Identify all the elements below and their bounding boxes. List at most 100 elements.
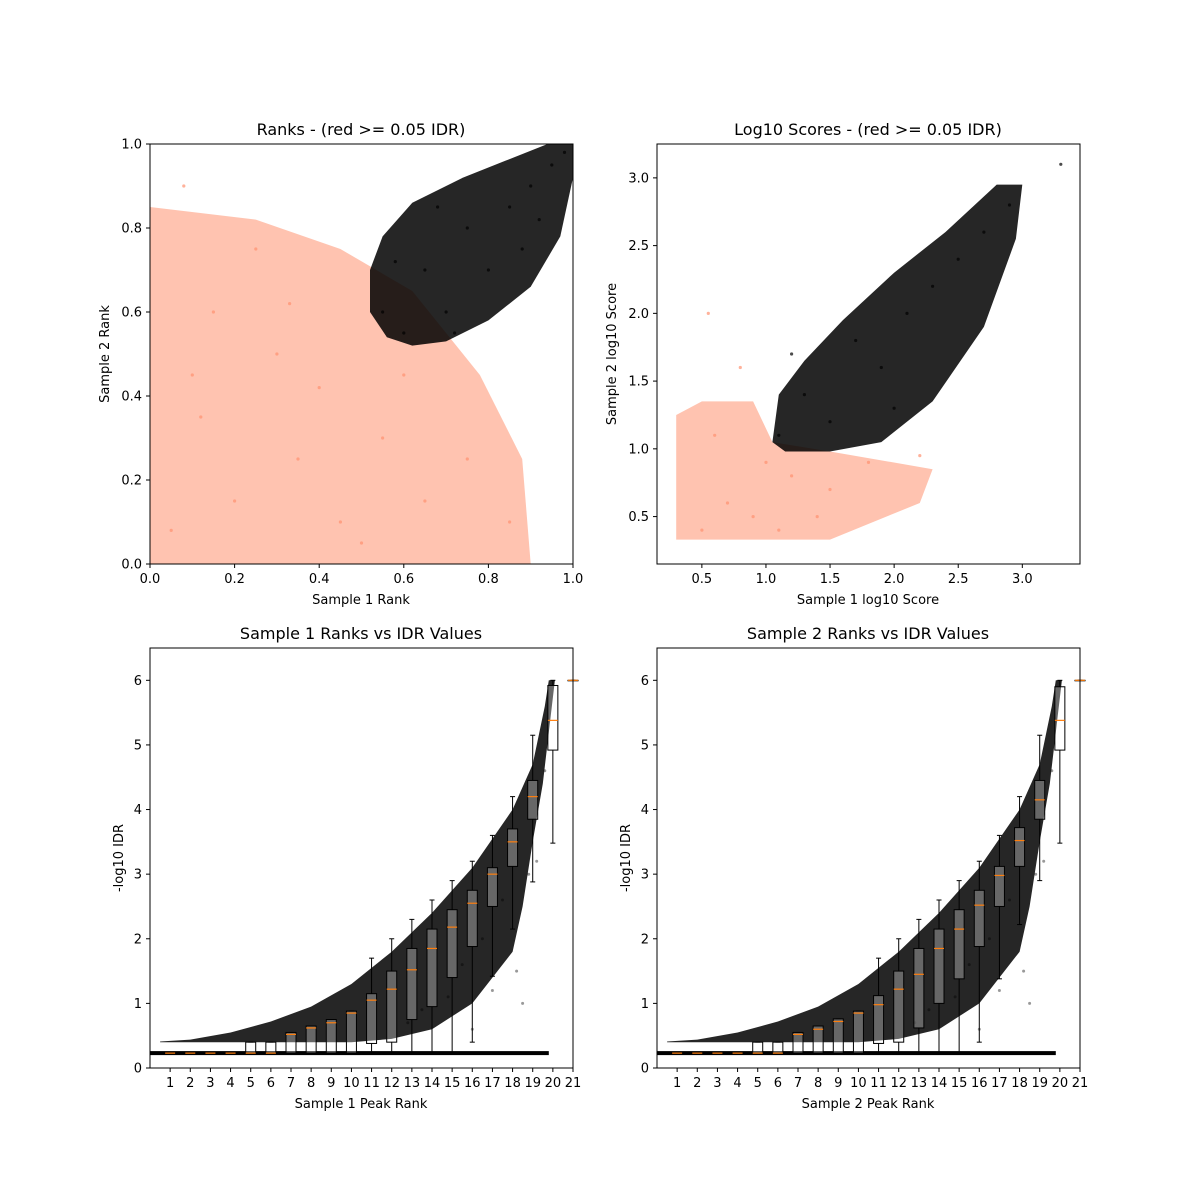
box-plot-5	[752, 1041, 764, 1054]
y-tick-label: 0	[641, 1062, 649, 1077]
box-iqr	[953, 909, 965, 980]
passing-peak-point	[520, 247, 524, 251]
box-iqr	[446, 909, 458, 979]
box-iqr	[973, 889, 985, 948]
panel-title: Ranks - (red >= 0.05 IDR)	[257, 120, 466, 139]
idr-point	[527, 872, 531, 876]
passing-peak-point	[802, 393, 807, 397]
idr-point	[501, 898, 504, 902]
x-tick-label: 0.4	[309, 572, 330, 587]
x-tick-label: 20	[545, 1076, 562, 1091]
box-iqr	[265, 1041, 277, 1054]
axes-frame	[149, 647, 574, 1069]
box-plot-6	[772, 1041, 784, 1054]
passing-peak-point	[1059, 162, 1063, 166]
idr-point	[446, 995, 450, 999]
x-tick-label: 0.0	[140, 572, 161, 587]
box-plot-1	[671, 1052, 683, 1055]
x-tick-label: 2	[693, 1076, 701, 1091]
failing-peak-point	[338, 520, 342, 524]
x-tick-label: 0.5	[692, 572, 713, 587]
x-tick-label: 1	[166, 1076, 174, 1091]
idr-point	[460, 963, 464, 967]
idr-point	[535, 859, 539, 863]
box-plot-10	[345, 1010, 357, 1054]
x-tick-label: 17	[484, 1076, 501, 1091]
failing-peak-point	[815, 515, 819, 519]
failing-peak-point	[199, 415, 203, 419]
failing-peak-point	[190, 373, 194, 377]
box-plot-10	[852, 1010, 864, 1054]
box-plot-7	[285, 1031, 297, 1054]
box-plot-13	[913, 918, 925, 1054]
plot-area	[657, 679, 1086, 1056]
box-plot-9	[832, 1018, 844, 1054]
idr-point-density	[160, 680, 555, 1043]
y-tick-label: 4	[641, 803, 649, 818]
y-tick-label: 1.0	[121, 138, 142, 153]
failing-peak-point	[402, 373, 406, 377]
x-tick-label: 12	[383, 1076, 400, 1091]
passing-peak-point	[453, 331, 457, 335]
passing-peak-point	[879, 365, 883, 370]
idr-point	[543, 769, 547, 773]
x-tick-label: 17	[991, 1076, 1008, 1091]
x-tick-label: 21	[1072, 1076, 1089, 1091]
box-plot-17	[993, 834, 1005, 980]
axes-frame	[149, 143, 574, 565]
box-iqr	[933, 928, 945, 1004]
failing-peak-point	[751, 515, 755, 519]
box-plot-17	[486, 834, 498, 977]
box-iqr	[486, 867, 498, 907]
y-tick-label: 0.4	[121, 390, 142, 405]
box-plot-19	[527, 734, 539, 883]
box-iqr	[305, 1025, 317, 1054]
passing-peak-point	[486, 268, 490, 272]
failing-peak-point	[777, 528, 781, 532]
idr-point	[927, 1008, 931, 1012]
idr-point	[1028, 1001, 1032, 1005]
failing-peak-point	[233, 499, 237, 503]
idr-point	[1042, 859, 1046, 863]
x-tick-label: 0.8	[478, 572, 499, 587]
panel-title: Log10 Scores - (red >= 0.05 IDR)	[734, 120, 1002, 139]
x-tick-label: 18	[1011, 1076, 1028, 1091]
idr-point	[490, 989, 494, 992]
passing-peak-point	[777, 433, 781, 437]
x-tick-label: 8	[307, 1076, 315, 1091]
y-tick-label: 2	[134, 932, 142, 947]
passing-peak-point	[982, 230, 986, 234]
box-plot-12	[893, 938, 905, 1054]
idr-point	[420, 1008, 424, 1012]
x-tick-label: 1.0	[756, 572, 777, 587]
box-plot-2	[184, 1052, 196, 1055]
x-tick-label: 7	[794, 1076, 802, 1091]
y-tick-label: 6	[134, 674, 142, 689]
x-axis-label: Sample 1 log10 Score	[797, 593, 939, 608]
failing-peaks-density	[676, 401, 933, 540]
passing-peak-point	[562, 150, 567, 154]
failing-peak-point	[725, 501, 730, 505]
failing-peak-point	[713, 433, 717, 437]
x-tick-label: 16	[971, 1076, 988, 1091]
y-tick-label: 5	[641, 738, 649, 753]
y-axis-label: Sample 2 log10 Score	[605, 283, 620, 425]
box-iqr	[547, 684, 559, 751]
y-axis-label: -log10 IDR	[619, 824, 634, 892]
passing-peak-point	[905, 311, 909, 315]
box-iqr	[345, 1010, 357, 1054]
panel-title: Sample 1 Ranks vs IDR Values	[240, 624, 482, 643]
x-tick-label: 0.2	[224, 572, 245, 587]
x-tick-label: 1.5	[820, 572, 841, 587]
idr-point	[1034, 872, 1038, 876]
x-tick-label: 21	[565, 1076, 582, 1091]
x-tick-label: 5	[754, 1076, 762, 1091]
box-iqr	[366, 993, 378, 1044]
y-tick-label: 3.0	[628, 171, 649, 186]
x-tick-label: 6	[774, 1076, 782, 1091]
x-tick-label: 3	[713, 1076, 721, 1091]
failing-peaks-density	[150, 207, 531, 564]
box-plot-9	[325, 1019, 337, 1054]
box-iqr	[1054, 686, 1066, 751]
